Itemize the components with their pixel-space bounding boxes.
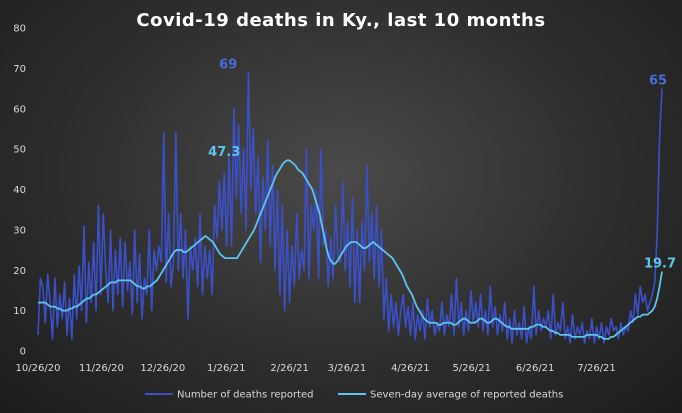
legend-label-average: Seven-day average of reported deaths (370, 390, 563, 401)
y-tick-label: 70 (13, 64, 26, 75)
y-tick-label: 0 (20, 347, 26, 358)
data-label-average: 19.7 (644, 256, 676, 271)
data-label-deaths: 69 (219, 57, 237, 72)
x-tick-label: 4/26/21 (391, 363, 430, 374)
series-line-seven-day-average (38, 159, 663, 340)
y-tick-label: 30 (13, 225, 26, 236)
data-label-deaths: 65 (649, 74, 667, 89)
y-tick-label: 60 (13, 104, 26, 115)
y-tick-label: 10 (13, 306, 26, 317)
data-label-average: 47.3 (208, 145, 240, 160)
x-tick-label: 11/26/20 (79, 363, 124, 374)
series-line-deaths (37, 71, 663, 344)
x-tick-label: 6/26/21 (516, 363, 555, 374)
x-tick-label: 3/26/21 (328, 363, 367, 374)
y-tick-label: 50 (13, 145, 26, 156)
x-tick-label: 10/26/20 (16, 363, 61, 374)
x-tick-label: 12/26/20 (140, 363, 185, 374)
x-tick-label: 1/26/21 (207, 363, 246, 374)
x-tick-label: 2/26/21 (270, 363, 309, 374)
x-tick-label: 7/26/21 (577, 363, 616, 374)
y-tick-label: 80 (13, 24, 26, 35)
legend-label-deaths: Number of deaths reported (177, 390, 313, 401)
y-tick-label: 40 (13, 185, 26, 196)
chart-title: Covid-19 deaths in Ky., last 10 months (136, 10, 546, 31)
y-tick-label: 20 (13, 266, 26, 277)
x-tick-label: 5/26/21 (452, 363, 491, 374)
